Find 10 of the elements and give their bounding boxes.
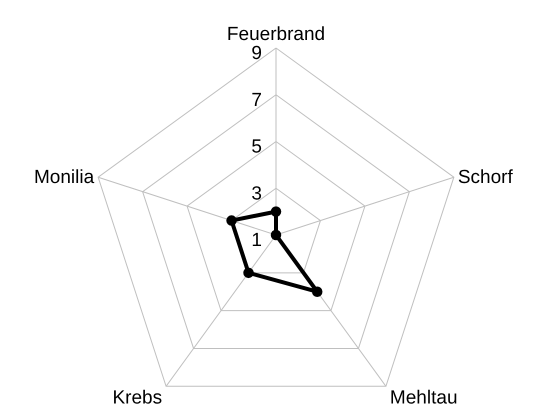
spoke-label: Krebs [112,387,162,408]
y-tick-label: 5 [251,136,262,158]
spoke-label: Monilia [34,167,95,188]
spoke-label: Schorf [458,167,514,188]
spoke-label: Feuerbrand [226,24,326,45]
spoke-label: Mehltau [390,387,458,408]
y-tick-label: 3 [251,183,262,204]
y-tick-label: 7 [251,90,262,111]
y-tick-label: 1 [251,230,262,251]
y-tick-label: 9 [251,43,262,64]
